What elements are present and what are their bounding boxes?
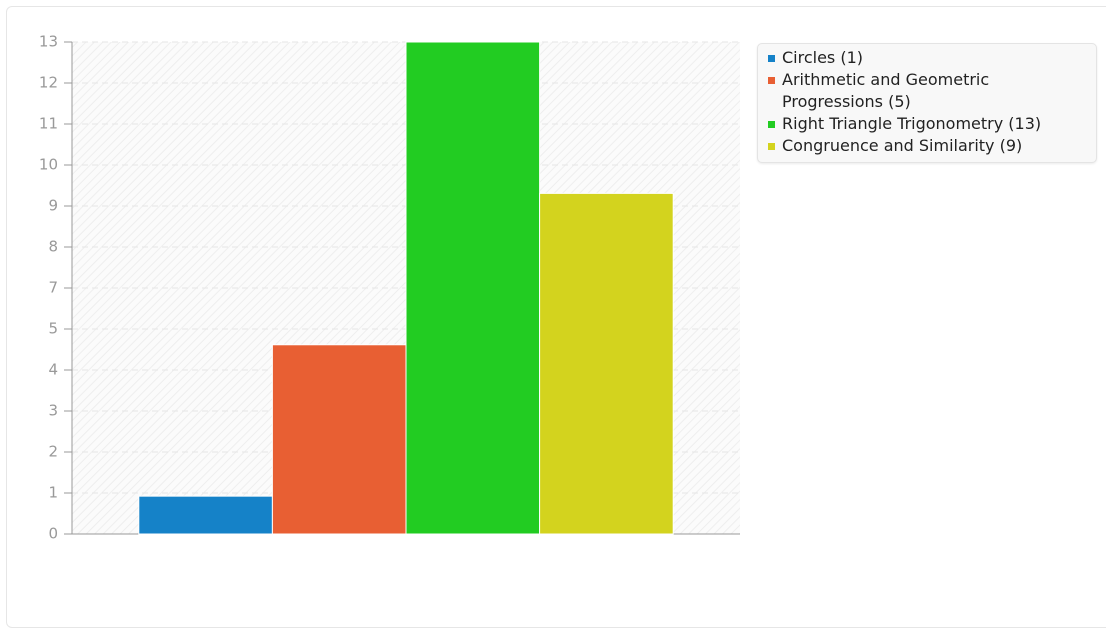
legend: Circles (1) Arithmetic and Geometric Prog… — [757, 43, 1097, 163]
legend-item: Arithmetic and Geometric Progressions (5… — [766, 69, 1088, 113]
bar — [539, 192, 674, 535]
y-tick-label: 3 — [48, 402, 58, 420]
legend-item: Right Triangle Trigonometry (13) — [766, 113, 1088, 135]
legend-swatch — [768, 121, 775, 128]
legend-label: Circles (1) — [782, 48, 864, 67]
y-tick-label: 9 — [48, 196, 58, 214]
y-tick-label: 12 — [39, 73, 58, 91]
bar — [138, 495, 273, 535]
legend-label: Congruence and Similarity (9) — [782, 136, 1023, 155]
y-tick-label: 2 — [48, 442, 58, 460]
legend-swatch — [768, 77, 775, 84]
y-tick-label: 13 — [39, 33, 58, 51]
y-tick-label: 0 — [48, 525, 58, 543]
legend-item: Congruence and Similarity (9) — [766, 135, 1088, 157]
legend-swatch — [768, 143, 775, 150]
legend-swatch — [768, 55, 775, 62]
y-tick-label: 10 — [39, 156, 58, 174]
legend-label: Right Triangle Trigonometry (13) — [782, 114, 1042, 133]
legend-label: Arithmetic and Geometric Progressions (5… — [782, 70, 990, 111]
y-tick-label: 8 — [48, 238, 58, 256]
y-tick-label: 11 — [39, 115, 58, 133]
y-tick-label: 5 — [48, 319, 58, 337]
y-tick-label: 1 — [48, 484, 58, 502]
legend-item: Circles (1) — [766, 47, 1088, 69]
page: 0 1 2 3 4 5 7 8 9 10 11 12 13 Circles (1) Arithmetic … — [6, 6, 1106, 628]
bar — [405, 41, 541, 535]
bar — [271, 344, 407, 535]
y-tick-label: 4 — [48, 361, 58, 379]
y-tick-label: 7 — [48, 279, 58, 297]
